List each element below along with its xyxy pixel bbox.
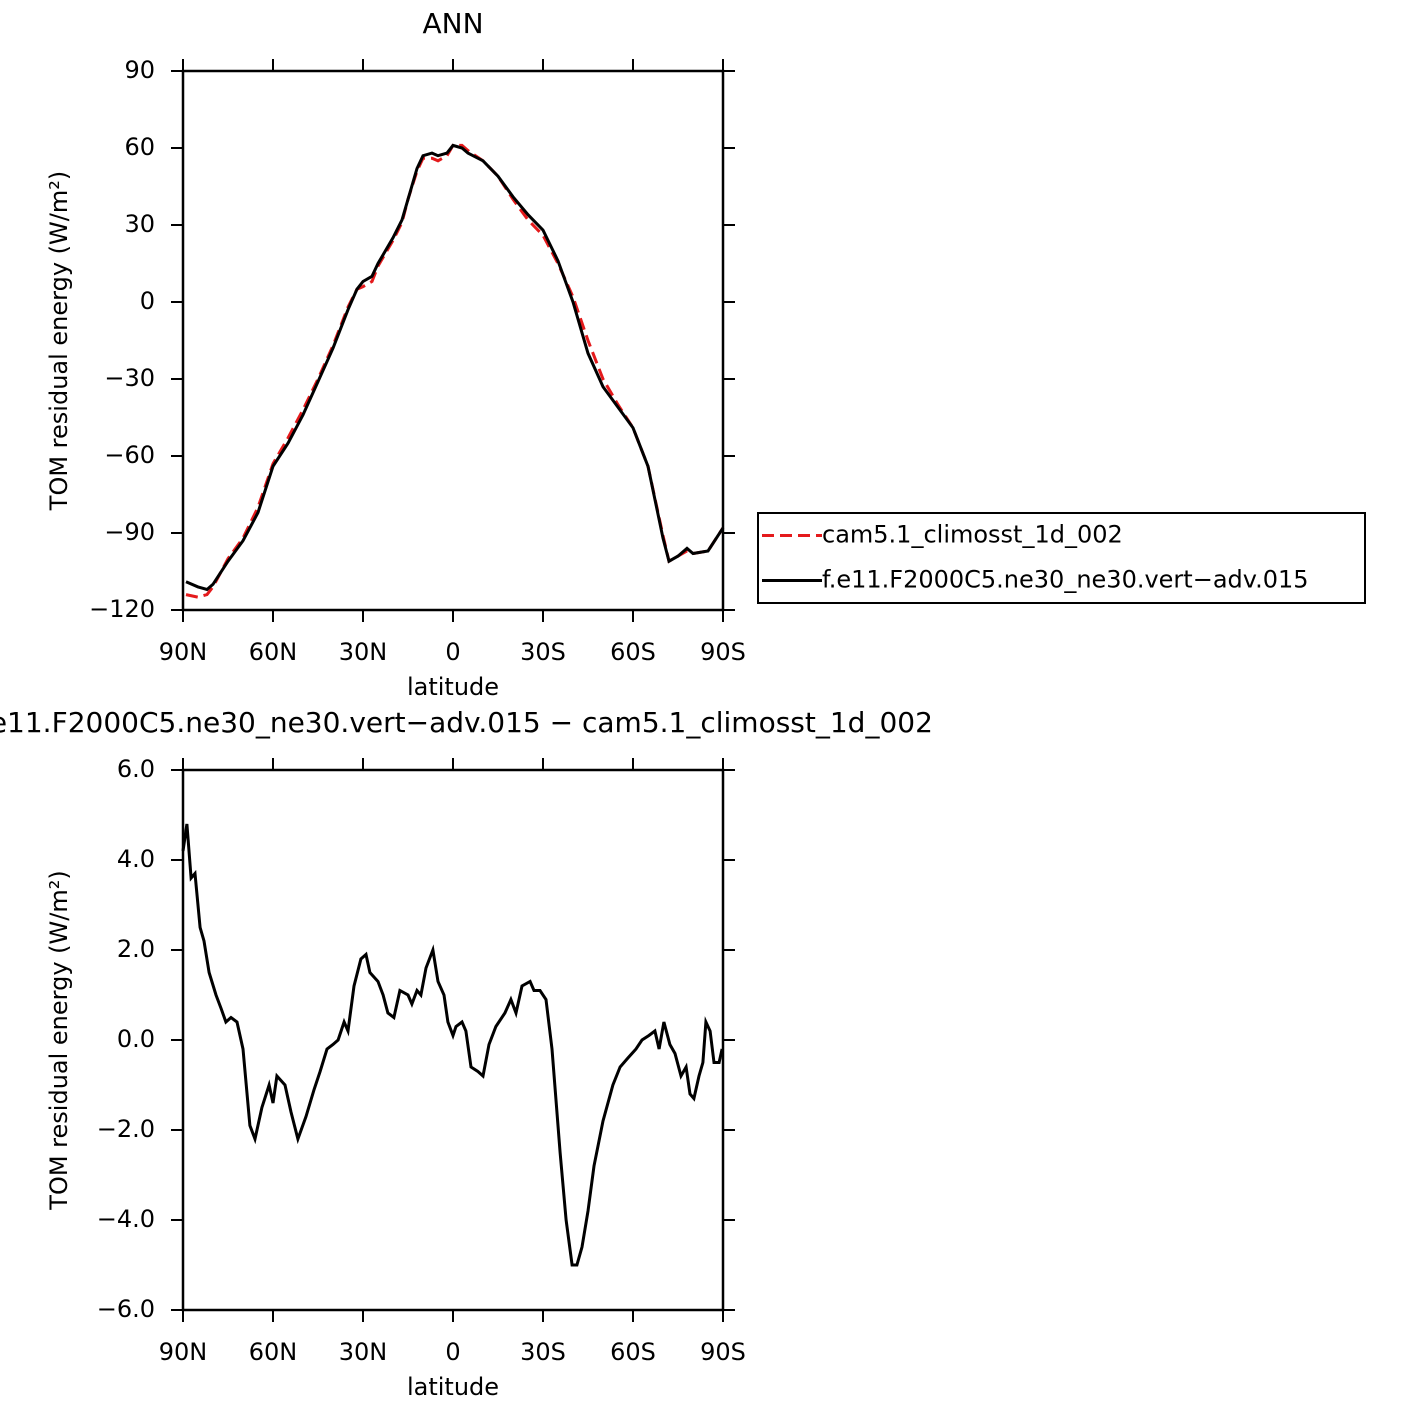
y-tick-label: −2.0 bbox=[97, 1115, 155, 1143]
data-line bbox=[185, 143, 725, 592]
y-axis-label: TOM residual energy (W/m²) bbox=[45, 870, 73, 1210]
y-axis-label: TOM residual energy (W/m²) bbox=[45, 171, 73, 511]
chart-title: ANN bbox=[422, 7, 483, 40]
y-tick-label: 2.0 bbox=[117, 935, 155, 963]
x-tick-label: 90S bbox=[700, 638, 746, 666]
data-line bbox=[181, 823, 724, 1267]
y-tick-label: 90 bbox=[124, 56, 155, 84]
x-tick-label: 30N bbox=[339, 1338, 388, 1366]
x-tick-label: 60S bbox=[610, 638, 656, 666]
x-tick-label: 30N bbox=[339, 638, 388, 666]
x-tick-label: 90S bbox=[700, 1338, 746, 1366]
data-line bbox=[185, 143, 725, 599]
x-tick-label: 60N bbox=[249, 638, 298, 666]
x-axis-label: latitude bbox=[407, 673, 499, 701]
y-tick-label: 0 bbox=[140, 287, 155, 315]
y-tick-label: −90 bbox=[104, 518, 155, 546]
legend-box bbox=[757, 512, 1366, 604]
y-tick-label: 4.0 bbox=[117, 845, 155, 873]
x-axis-label: latitude bbox=[407, 1373, 499, 1401]
x-tick-label: 0 bbox=[445, 638, 460, 666]
y-tick-label: 0.0 bbox=[117, 1025, 155, 1053]
legend-label: cam5.1_climosst_1d_002 bbox=[822, 521, 1123, 549]
y-tick-label: −30 bbox=[104, 364, 155, 392]
y-tick-label: −6.0 bbox=[97, 1295, 155, 1323]
y-tick-label: −4.0 bbox=[97, 1205, 155, 1233]
legend-label: f.e11.F2000C5.ne30_ne30.vert−adv.015 bbox=[822, 566, 1309, 594]
y-tick-label: 60 bbox=[124, 133, 155, 161]
x-tick-label: 60N bbox=[249, 1338, 298, 1366]
y-tick-label: 30 bbox=[124, 210, 155, 238]
y-tick-label: 6.0 bbox=[117, 755, 155, 783]
x-tick-label: 0 bbox=[445, 1338, 460, 1366]
y-tick-label: −60 bbox=[104, 441, 155, 469]
y-tick-label: −120 bbox=[89, 595, 155, 623]
x-tick-label: 30S bbox=[520, 1338, 566, 1366]
x-tick-label: 90N bbox=[159, 1338, 208, 1366]
chart-title: f.e11.F2000C5.ne30_ne30.vert−adv.015 − c… bbox=[0, 706, 933, 739]
x-tick-label: 30S bbox=[520, 638, 566, 666]
plot-frame bbox=[181, 768, 725, 1312]
x-tick-label: 60S bbox=[610, 1338, 656, 1366]
x-tick-label: 90N bbox=[159, 638, 208, 666]
plot-frame bbox=[181, 69, 725, 612]
